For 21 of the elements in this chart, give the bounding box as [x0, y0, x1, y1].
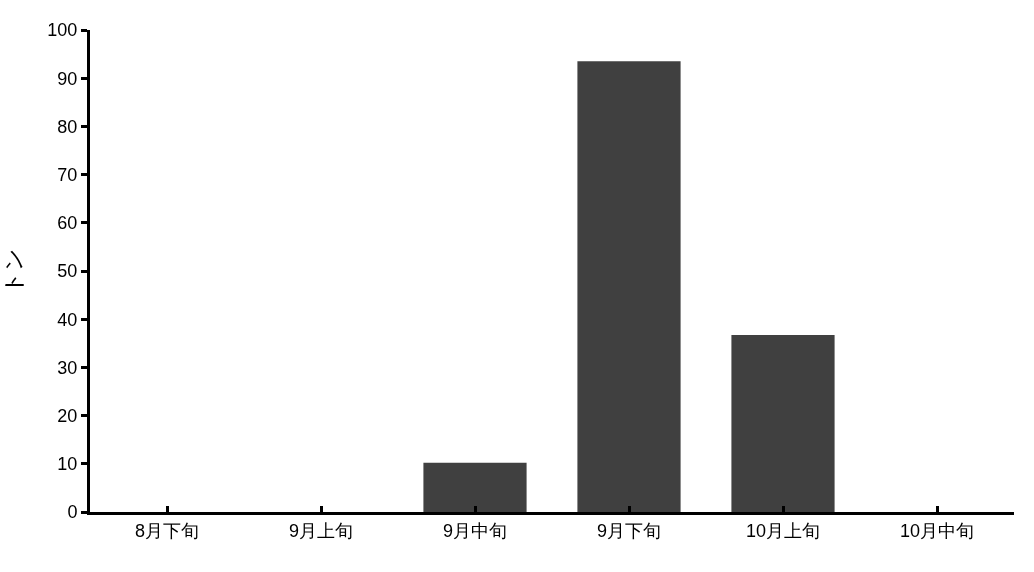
x-tick-label: 9月上旬	[288, 520, 354, 541]
bar	[731, 335, 835, 512]
x-tick-label: 9月下旬	[596, 520, 662, 541]
x-tick-label: 9月中旬	[442, 520, 508, 541]
y-tick-label: 70	[57, 164, 78, 185]
y-axis-title: トン	[1, 248, 27, 294]
y-tick-label: 80	[57, 116, 78, 137]
y-tick-label: 60	[57, 213, 78, 234]
y-tick-label: 40	[57, 309, 78, 330]
bar	[577, 61, 681, 512]
y-tick-label: 20	[57, 405, 78, 426]
y-tick-label: 10	[57, 454, 78, 475]
x-tick-label: 10月中旬	[899, 520, 975, 541]
bar	[423, 462, 527, 512]
y-tick-label: 30	[57, 357, 78, 378]
x-tick-label: 10月上旬	[745, 520, 821, 541]
y-tick-label: 90	[57, 68, 78, 89]
x-tick-label: 8月下旬	[134, 520, 200, 541]
y-tick-label: 50	[57, 261, 78, 282]
y-tick-label: 100	[47, 20, 78, 41]
y-tick-label: 0	[67, 502, 78, 523]
